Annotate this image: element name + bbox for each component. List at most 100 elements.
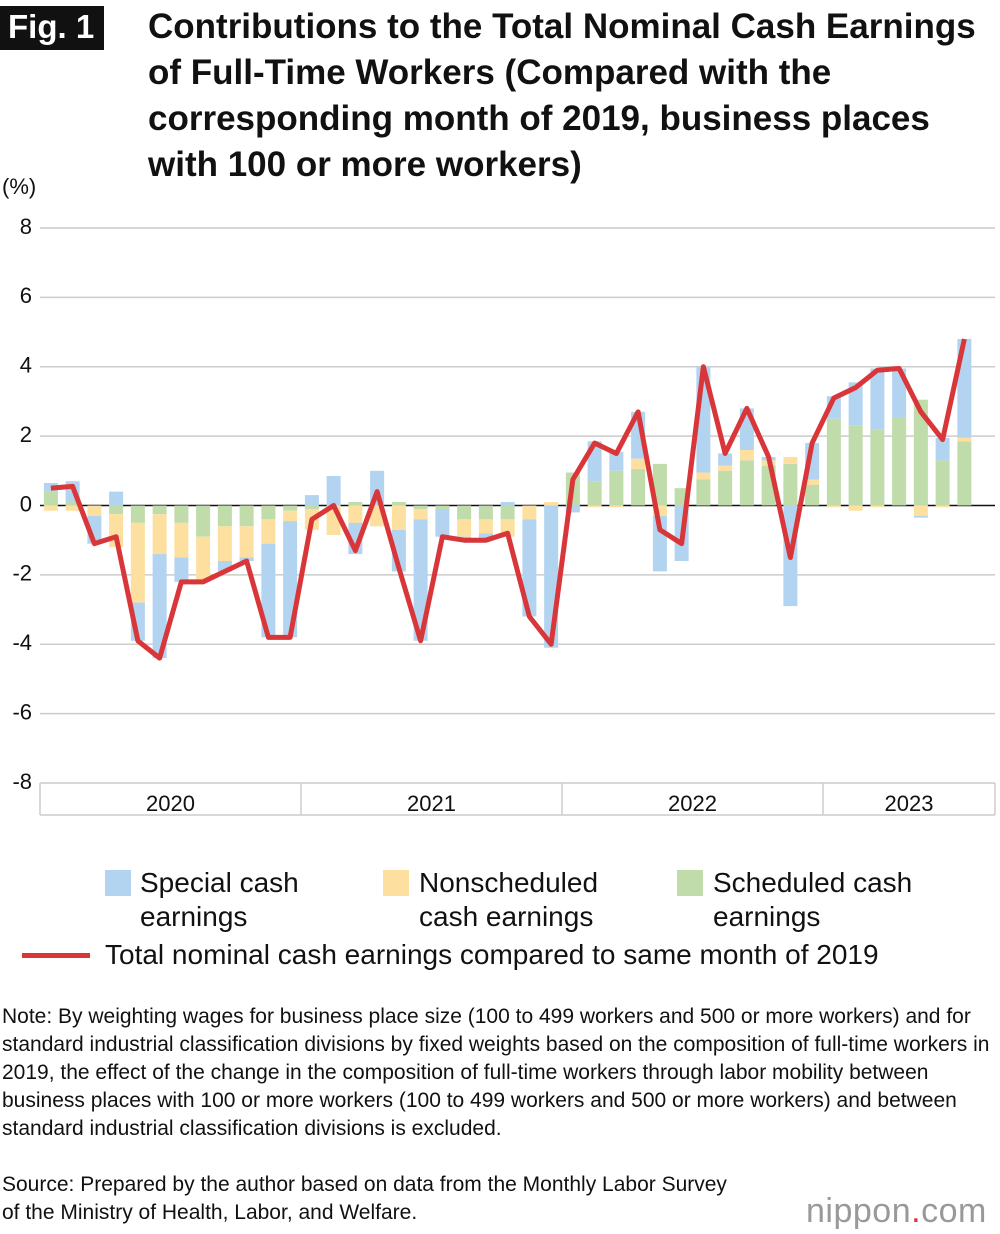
chart-title: Contributions to the Total Nominal Cash … — [148, 7, 976, 184]
bar — [457, 519, 472, 537]
bar — [500, 502, 515, 506]
bar — [283, 505, 298, 511]
bar — [652, 505, 667, 516]
bar — [413, 519, 428, 641]
legend-swatch — [677, 870, 703, 896]
bar — [391, 505, 406, 530]
logo-dot: . — [911, 1192, 922, 1230]
bar — [631, 458, 646, 470]
bar — [109, 505, 124, 515]
x-group-label: 2023 — [885, 791, 934, 816]
y-tick-label: 8 — [20, 214, 32, 239]
legend-swatch — [105, 870, 131, 896]
line — [50, 338, 967, 661]
legend-label: Special cash earnings — [140, 867, 299, 932]
y-tick-label: -4 — [12, 630, 32, 655]
bar — [631, 469, 646, 506]
bar — [848, 505, 863, 511]
bar — [544, 502, 559, 506]
bar — [174, 557, 189, 582]
bar — [609, 451, 624, 471]
bar — [174, 505, 189, 523]
bar — [739, 460, 754, 506]
bar — [913, 505, 928, 516]
bar — [348, 502, 363, 506]
bar — [348, 505, 363, 523]
bar — [152, 554, 167, 659]
bar — [304, 505, 319, 509]
y-axis-label: (%) — [2, 174, 36, 199]
bar — [609, 505, 624, 508]
bar — [739, 450, 754, 461]
bar — [130, 505, 145, 523]
bar — [43, 491, 58, 506]
bar — [87, 505, 102, 516]
bar — [957, 441, 972, 506]
bar — [848, 425, 863, 506]
legend-swatch — [383, 870, 409, 896]
bar — [196, 536, 211, 582]
bar — [696, 479, 711, 506]
bar — [935, 505, 950, 508]
bar — [152, 505, 167, 515]
bar — [826, 418, 841, 506]
bar — [718, 465, 733, 471]
bar — [783, 456, 798, 464]
bar — [587, 505, 602, 508]
bar — [217, 526, 232, 561]
bar — [935, 437, 950, 461]
bar — [870, 505, 885, 508]
figure-label: Fig. 1 — [0, 6, 105, 50]
bar — [587, 481, 602, 506]
bar — [652, 463, 667, 506]
bar — [130, 522, 145, 603]
bar — [261, 505, 276, 520]
legend-label: Scheduled cash earnings — [713, 867, 913, 932]
bar — [261, 519, 276, 544]
y-tick-label: 6 — [20, 283, 32, 308]
bar — [826, 505, 841, 508]
bar — [435, 508, 450, 537]
bar — [109, 491, 124, 506]
bar — [261, 543, 276, 638]
bar — [196, 505, 211, 537]
bar — [391, 502, 406, 506]
bar — [457, 505, 472, 520]
bar — [239, 526, 254, 558]
bar — [848, 382, 863, 426]
y-tick-label: 0 — [20, 491, 32, 516]
bar — [783, 463, 798, 506]
legend-label: Total nominal cash earnings compared to … — [105, 939, 879, 970]
bar — [217, 505, 232, 527]
bar — [239, 505, 254, 527]
y-tick-label: 2 — [20, 422, 32, 447]
x-group-label: 2020 — [146, 791, 195, 816]
bar — [935, 460, 950, 506]
bar — [609, 470, 624, 506]
bar — [522, 505, 537, 520]
bar — [174, 522, 189, 558]
bar — [522, 519, 537, 617]
bar — [696, 472, 711, 480]
bar — [65, 502, 80, 506]
y-tick-label: 4 — [20, 353, 32, 378]
bar — [478, 505, 493, 520]
bar — [413, 505, 428, 509]
bar — [283, 510, 298, 522]
bar — [718, 470, 733, 506]
source: Source: Prepared by the author based on … — [2, 1173, 727, 1224]
bar — [805, 484, 820, 506]
bar — [65, 505, 80, 511]
y-tick-label: -8 — [12, 769, 32, 794]
legend-line — [22, 953, 90, 958]
bar — [152, 514, 167, 555]
x-group-label: 2022 — [668, 791, 717, 816]
bar — [478, 519, 493, 534]
logo-name: nippon — [806, 1192, 912, 1230]
bar — [870, 429, 885, 506]
bar — [913, 515, 928, 518]
bar — [718, 453, 733, 466]
note: Note: By weighting wages for business pl… — [2, 1005, 990, 1140]
bar — [805, 479, 820, 485]
